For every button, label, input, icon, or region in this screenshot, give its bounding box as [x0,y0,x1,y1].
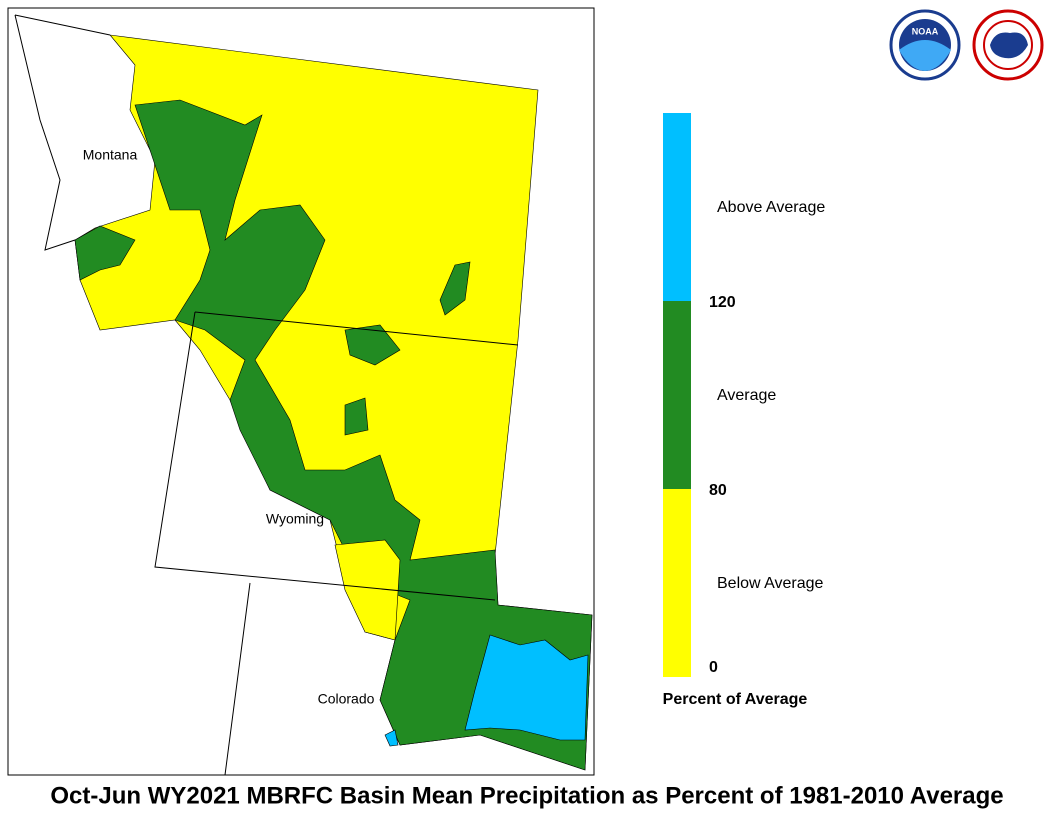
legend-swatch [663,113,691,301]
average-region [134,99,593,771]
state-label: Colorado [318,691,375,707]
legend: Below Average Average Above Average 0 80 120 [663,113,825,677]
nws-logo [972,9,1044,81]
noaa-logo: NOAA [889,9,961,81]
above-average-region [464,634,589,741]
logo-text: NOAA [912,26,939,36]
legend-tick-label: 0 [709,659,718,676]
below-average-region [334,539,401,641]
legend-tick-label: 80 [709,482,727,499]
average-region [74,225,136,281]
legend-swatch [663,489,691,677]
average-region [344,324,401,366]
legend-tick-label: 120 [709,294,736,311]
legend-title: Percent of Average [663,691,808,708]
legend-label: Average [717,387,776,404]
legend-label: Above Average [717,199,825,216]
average-region [439,261,471,316]
legend-swatch [663,301,691,489]
state-label: Wyoming [266,511,324,527]
legend-label: Below Average [717,575,824,592]
caption: Oct-Jun WY2021 MBRFC Basin Mean Precipit… [50,782,1003,809]
state-border [154,311,519,776]
above-average-region [384,729,399,747]
map [14,14,593,776]
state-border [14,14,111,251]
average-region [344,397,369,436]
state-label: Montana [83,147,138,163]
